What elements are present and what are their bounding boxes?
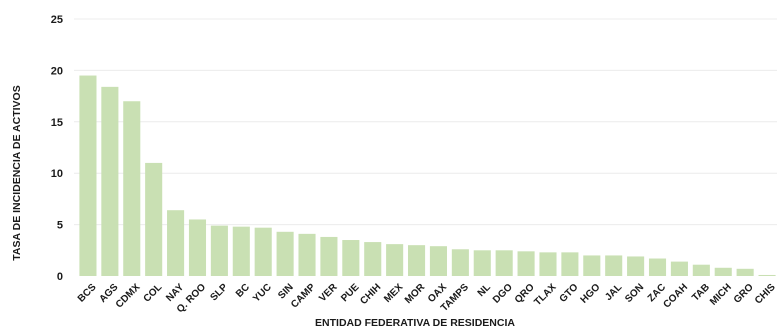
- y-axis-ticks: 0 5 10 15 20 25: [51, 14, 63, 283]
- y-tick-label: 25: [51, 14, 63, 26]
- bar-qro: [517, 251, 535, 276]
- y-tick-label: 0: [57, 271, 63, 283]
- bar-camp: [298, 233, 316, 276]
- bar-mich: [714, 267, 732, 276]
- x-tick-label: VER: [317, 281, 340, 304]
- x-tick-label: MEX: [382, 282, 405, 305]
- bar-oax: [429, 246, 447, 276]
- x-tick-label: MOR: [403, 281, 428, 306]
- x-tick-label: CDMX: [114, 282, 143, 311]
- x-tick-label: YUC: [251, 282, 274, 305]
- x-tick-label: CAMP: [289, 282, 318, 311]
- x-tick-label: COAH: [661, 282, 690, 311]
- y-tick-label: 15: [51, 117, 63, 129]
- bar-chis: [758, 274, 776, 276]
- bar-yuc: [254, 227, 272, 276]
- x-tick-label: COL: [142, 282, 165, 305]
- gridlines: [74, 18, 777, 226]
- bar-slp: [210, 225, 228, 276]
- bar-pue: [342, 240, 360, 276]
- x-tick-label: SON: [623, 282, 646, 305]
- bar-chih: [364, 242, 382, 276]
- bar-jal: [605, 255, 623, 276]
- bar-tamps: [451, 249, 469, 276]
- x-tick-label: CHIH: [358, 282, 383, 307]
- bar-tab: [692, 264, 710, 276]
- x-tick-label: JAL: [603, 282, 624, 303]
- bar-ags: [101, 86, 119, 277]
- x-tick-label: MICH: [708, 282, 734, 308]
- x-tick-label: NL: [476, 282, 493, 299]
- bar-mex: [386, 244, 404, 276]
- bar-coah: [670, 261, 688, 276]
- y-tick-label: 20: [51, 65, 63, 77]
- x-tick-label: BC: [234, 282, 252, 300]
- bars: [79, 75, 776, 277]
- x-tick-label: GTO: [558, 282, 581, 305]
- bar-gto: [561, 252, 579, 276]
- x-tick-label: PUE: [339, 282, 362, 305]
- bar-dgo: [495, 250, 513, 276]
- x-axis-label: ENTIDAD FEDERATIVA DE RESIDENCIA: [315, 317, 515, 329]
- x-tick-label: BCS: [76, 282, 99, 305]
- bar-sin: [276, 231, 294, 276]
- bar-tlax: [539, 252, 557, 276]
- x-tick-label: DGO: [491, 282, 515, 306]
- bar-nl: [473, 250, 491, 276]
- x-tick-label: CHIS: [753, 282, 777, 307]
- bar-bcs: [79, 75, 97, 276]
- bar-hgo: [583, 255, 601, 276]
- bar-gro: [736, 268, 754, 276]
- x-tick-label: HGO: [579, 282, 603, 306]
- bar-col: [145, 162, 163, 276]
- bar-son: [627, 256, 645, 276]
- bar-nay: [167, 210, 185, 276]
- bar-mor: [408, 245, 426, 276]
- bar-q-roo: [188, 219, 207, 276]
- bar-zac: [648, 258, 667, 276]
- bar-bc: [232, 226, 250, 276]
- x-tick-label: TLAX: [532, 282, 558, 308]
- x-tick-label: GRO: [732, 282, 756, 306]
- y-tick-label: 5: [57, 220, 63, 232]
- y-axis-label: TASA DE INCIDENCIA DE ACTIVOS: [11, 85, 23, 260]
- x-tick-label: SLP: [209, 282, 231, 304]
- bar-cdmx: [123, 101, 141, 277]
- bar-ver: [320, 236, 338, 276]
- y-tick-label: 10: [51, 168, 63, 180]
